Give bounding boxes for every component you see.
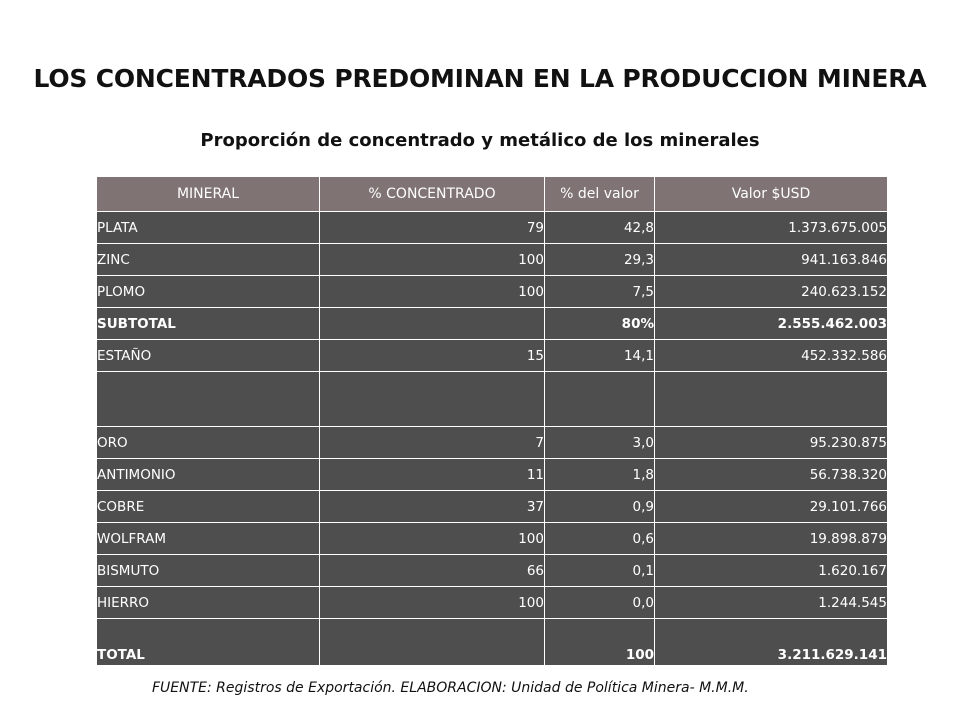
concentrado-cell: 11 <box>319 458 545 491</box>
table-row: PLATA 79 42,8 1.373.675.005 <box>96 211 888 244</box>
column-header-valor-usd: Valor $USD <box>654 176 888 212</box>
pct-valor-cell: 1,8 <box>544 458 655 491</box>
source-note: FUENTE: Registros de Exportación. ELABOR… <box>152 680 749 696</box>
mineral-cell: PLOMO <box>96 275 320 308</box>
pct-valor-cell: 0,1 <box>544 554 655 587</box>
valor-cell: 452.332.586 <box>654 339 888 372</box>
concentrado-cell <box>319 618 545 666</box>
valor-cell: 2.555.462.003 <box>654 307 888 340</box>
pct-valor-cell: 14,1 <box>544 339 655 372</box>
total-row: TOTAL 100 3.211.629.141 <box>96 618 888 666</box>
mineral-cell: ORO <box>96 426 320 459</box>
mineral-cell: ZINC <box>96 243 320 276</box>
valor-cell: 941.163.846 <box>654 243 888 276</box>
table-row: BISMUTO 66 0,1 1.620.167 <box>96 554 888 587</box>
valor-cell <box>654 371 888 427</box>
pct-valor-cell: 0,0 <box>544 586 655 619</box>
blank-row <box>96 371 888 427</box>
mineral-cell: BISMUTO <box>96 554 320 587</box>
concentrado-cell: 79 <box>319 211 545 244</box>
table-row: ESTAÑO 15 14,1 452.332.586 <box>96 339 888 372</box>
concentrado-cell: 100 <box>319 275 545 308</box>
valor-cell: 1.244.545 <box>654 586 888 619</box>
table-header-row: MINERAL % CONCENTRADO % del valor Valor … <box>96 176 888 212</box>
pct-valor-cell: 7,5 <box>544 275 655 308</box>
pct-valor-cell <box>544 371 655 427</box>
valor-cell: 19.898.879 <box>654 522 888 555</box>
table-row: WOLFRAM 100 0,6 19.898.879 <box>96 522 888 555</box>
pct-valor-cell: 0,9 <box>544 490 655 523</box>
mineral-cell: TOTAL <box>96 618 320 666</box>
pct-valor-cell: 80% <box>544 307 655 340</box>
pct-valor-cell: 100 <box>544 618 655 666</box>
mineral-cell: ESTAÑO <box>96 339 320 372</box>
valor-cell: 240.623.152 <box>654 275 888 308</box>
concentrado-cell <box>319 371 545 427</box>
mineral-cell: SUBTOTAL <box>96 307 320 340</box>
column-header-concentrado: % CONCENTRADO <box>319 176 545 212</box>
column-header-pct-valor: % del valor <box>544 176 655 212</box>
valor-cell: 29.101.766 <box>654 490 888 523</box>
concentrado-cell <box>319 307 545 340</box>
valor-cell: 1.620.167 <box>654 554 888 587</box>
mineral-cell <box>96 371 320 427</box>
mineral-cell: ANTIMONIO <box>96 458 320 491</box>
column-header-mineral: MINERAL <box>96 176 320 212</box>
table-row: ZINC 100 29,3 941.163.846 <box>96 243 888 276</box>
concentrado-cell: 100 <box>319 243 545 276</box>
pct-valor-cell: 29,3 <box>544 243 655 276</box>
valor-cell: 56.738.320 <box>654 458 888 491</box>
concentrado-cell: 100 <box>319 522 545 555</box>
concentrado-cell: 66 <box>319 554 545 587</box>
valor-cell: 3.211.629.141 <box>654 618 888 666</box>
subtotal-row: SUBTOTAL 80% 2.555.462.003 <box>96 307 888 340</box>
table-row: HIERRO 100 0,0 1.244.545 <box>96 586 888 619</box>
valor-cell: 95.230.875 <box>654 426 888 459</box>
mineral-cell: HIERRO <box>96 586 320 619</box>
mineral-cell: COBRE <box>96 490 320 523</box>
mineral-cell: PLATA <box>96 211 320 244</box>
table-row: ORO 7 3,0 95.230.875 <box>96 426 888 459</box>
pct-valor-cell: 3,0 <box>544 426 655 459</box>
valor-cell: 1.373.675.005 <box>654 211 888 244</box>
table-row: PLOMO 100 7,5 240.623.152 <box>96 275 888 308</box>
pct-valor-cell: 42,8 <box>544 211 655 244</box>
table-row: ANTIMONIO 11 1,8 56.738.320 <box>96 458 888 491</box>
minerals-table: MINERAL % CONCENTRADO % del valor Valor … <box>96 176 888 666</box>
mineral-cell: WOLFRAM <box>96 522 320 555</box>
concentrado-cell: 15 <box>319 339 545 372</box>
table-row: COBRE 37 0,9 29.101.766 <box>96 490 888 523</box>
pct-valor-cell: 0,6 <box>544 522 655 555</box>
concentrado-cell: 37 <box>319 490 545 523</box>
concentrado-cell: 7 <box>319 426 545 459</box>
concentrado-cell: 100 <box>319 586 545 619</box>
table-subtitle: Proporción de concentrado y metálico de … <box>200 130 760 151</box>
page-title: LOS CONCENTRADOS PREDOMINAN EN LA PRODUC… <box>33 64 927 93</box>
